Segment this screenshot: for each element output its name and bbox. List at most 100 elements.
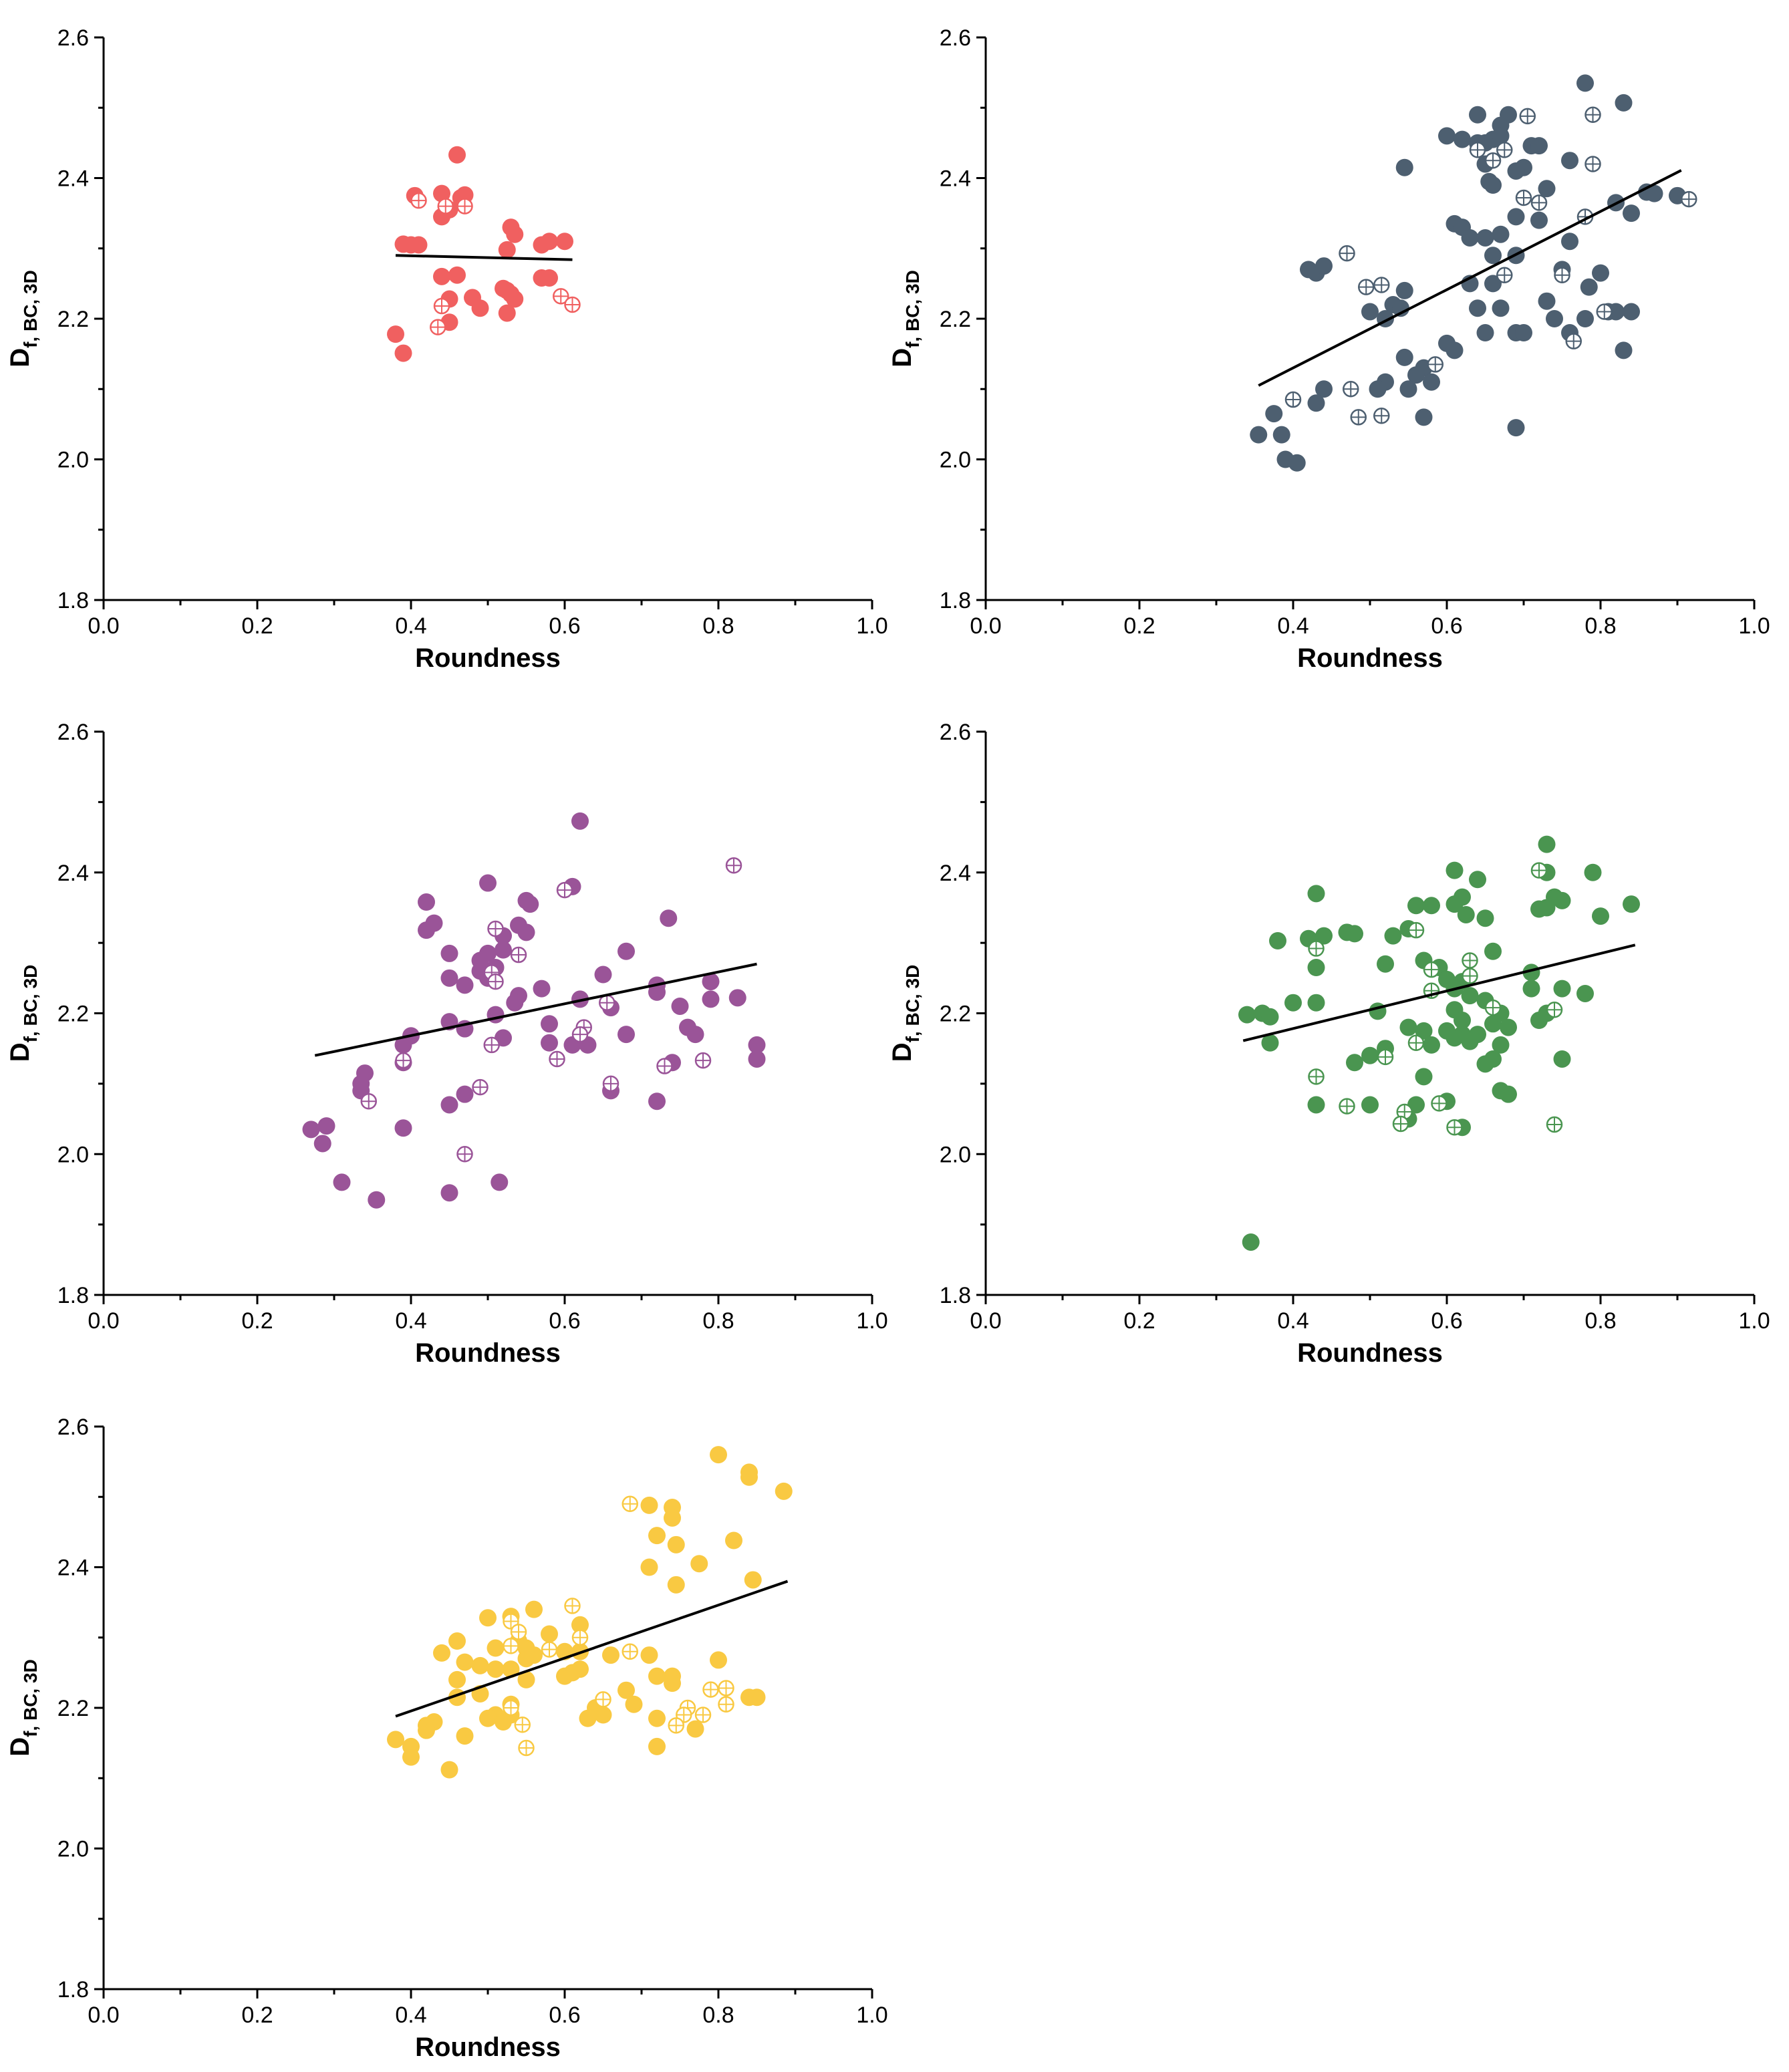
data-point xyxy=(640,1558,658,1576)
data-point-hollow xyxy=(410,192,427,209)
data-point xyxy=(1492,127,1510,145)
x-tick-label: 0.2 xyxy=(241,1308,273,1334)
data-point xyxy=(333,1173,351,1191)
data-point xyxy=(1315,380,1333,398)
data-point xyxy=(521,895,539,913)
data-point-hollow xyxy=(564,1598,581,1614)
data-point xyxy=(1615,341,1633,359)
data-point-hollow xyxy=(1373,277,1390,293)
x-tick-label: 0.2 xyxy=(241,613,273,639)
data-point-hollow xyxy=(1423,961,1440,978)
data-point xyxy=(1576,74,1594,92)
x-tick-label: 0.8 xyxy=(702,1308,734,1334)
data-point-hollow xyxy=(718,1696,734,1713)
x-axis-title: Roundness xyxy=(1297,1338,1443,1368)
data-point xyxy=(1584,863,1602,881)
y-tick-label: 2.6 xyxy=(940,25,971,51)
data-point xyxy=(495,941,512,959)
data-point xyxy=(579,1709,597,1727)
data-point xyxy=(1288,454,1306,472)
data-point xyxy=(1407,366,1425,384)
scatter-panel-5: 0.0 0.2 0.4 0.6 0.8 1.0 1.8 2.0 2.2 2.4 2.6 Roundne… xyxy=(5,1415,888,2062)
data-point xyxy=(1507,419,1525,437)
y-tick-label: 2.2 xyxy=(57,307,89,332)
data-point-hollow xyxy=(456,1146,473,1163)
data-point xyxy=(1446,341,1464,359)
data-point xyxy=(1261,1008,1279,1026)
data-point xyxy=(702,973,720,991)
x-tick-label: 0.0 xyxy=(970,613,1001,639)
data-point xyxy=(1522,980,1540,998)
data-point-hollow xyxy=(1427,356,1443,373)
y-axis-title: Df, BC, 3D xyxy=(5,270,41,367)
data-point xyxy=(1530,211,1548,229)
x-axis-title: Roundness xyxy=(415,643,561,673)
data-point xyxy=(648,1667,666,1685)
x-tick-label: 0.6 xyxy=(1431,613,1462,639)
data-point xyxy=(775,1482,793,1500)
data-point xyxy=(1423,1036,1440,1054)
data-point xyxy=(1395,281,1413,299)
fit-line xyxy=(1242,943,1636,1042)
x-tick-label: 0.0 xyxy=(88,1308,119,1334)
data-point xyxy=(1238,1006,1256,1024)
data-point xyxy=(1607,303,1625,321)
data-point-hollow xyxy=(510,946,527,964)
data-point xyxy=(725,1531,742,1549)
x-tick-label: 0.0 xyxy=(88,613,119,639)
data-point xyxy=(1484,275,1502,293)
data-point-hollow xyxy=(1339,1098,1355,1115)
data-point xyxy=(1538,292,1556,310)
y-axis-title: Df, BC, 3D xyxy=(5,1659,41,1757)
data-point xyxy=(594,966,612,984)
data-point-hollow xyxy=(1308,940,1325,957)
data-point-hollow xyxy=(1469,142,1486,158)
data-point xyxy=(1645,184,1663,202)
data-point xyxy=(1500,1085,1517,1103)
data-point xyxy=(506,290,524,308)
data-point xyxy=(571,1616,589,1634)
data-point xyxy=(1492,299,1510,317)
data-point xyxy=(1392,299,1409,317)
data-point xyxy=(1399,380,1417,398)
data-point xyxy=(1592,907,1609,925)
y-tick-label: 2.6 xyxy=(57,25,89,51)
data-point xyxy=(1423,897,1440,915)
y-axis-title: Df, BC, 3D xyxy=(887,965,923,1062)
x-tick-label: 1.0 xyxy=(1738,613,1770,639)
x-tick-label: 0.8 xyxy=(702,2003,734,2028)
data-point xyxy=(425,914,443,932)
data-point xyxy=(1553,980,1571,998)
data-point xyxy=(748,1050,766,1068)
data-point xyxy=(471,1656,489,1674)
data-point-hollow xyxy=(518,1739,535,1757)
y-tick-label: 2.4 xyxy=(940,861,971,886)
data-point xyxy=(1454,130,1471,148)
data-point xyxy=(1346,1054,1363,1072)
data-point xyxy=(1446,861,1464,879)
data-point-hollow xyxy=(1519,108,1536,125)
data-point xyxy=(525,1646,543,1664)
data-point-hollow xyxy=(602,1075,620,1092)
data-point-hollow xyxy=(622,1495,638,1513)
data-point xyxy=(1250,426,1268,444)
data-point xyxy=(448,146,466,164)
data-point xyxy=(1580,278,1598,296)
data-point xyxy=(1507,208,1525,226)
data-point xyxy=(740,1468,758,1486)
data-point xyxy=(1476,229,1494,247)
data-point xyxy=(667,1576,685,1594)
x-tick-label: 0.0 xyxy=(88,2003,119,2028)
y-tick-label: 2.4 xyxy=(57,166,89,192)
data-point xyxy=(1261,1034,1279,1052)
y-tick-label: 1.8 xyxy=(940,588,971,613)
y-tick-label: 2.0 xyxy=(940,1142,971,1167)
data-point xyxy=(686,1026,704,1044)
x-tick-label: 0.4 xyxy=(1277,1308,1309,1334)
data-point xyxy=(625,1695,643,1713)
data-point xyxy=(1395,158,1413,176)
data-point xyxy=(1623,303,1640,321)
data-point xyxy=(387,325,404,343)
data-point xyxy=(1272,426,1290,444)
x-tick-label: 0.6 xyxy=(549,1308,580,1334)
